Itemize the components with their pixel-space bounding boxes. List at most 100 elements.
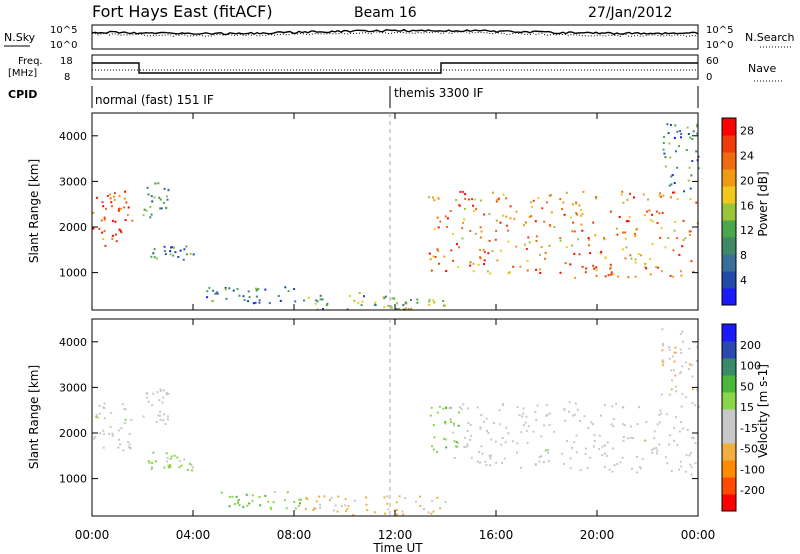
power-data-cell (118, 228, 121, 231)
power-data-cell (667, 132, 670, 135)
velocity-data-cell (466, 445, 469, 448)
velocity-y-axis: 1000 2000 3000 4000 (59, 336, 698, 486)
velocity-data-cell (431, 445, 433, 448)
freq-right-tick-top: 60 (706, 56, 719, 67)
velocity-data-cell (501, 403, 504, 405)
power-data-cell (255, 289, 258, 292)
power-data-cell (647, 198, 649, 201)
power-data-cell (539, 253, 541, 256)
power-x-ticks (91, 113, 699, 310)
power-data-cell (686, 126, 689, 129)
velocity-data-cell (627, 437, 629, 440)
velocity-data-cell (631, 467, 633, 470)
velocity-data-cell (337, 495, 340, 498)
power-data-cell (523, 224, 525, 227)
velocity-data-cell (183, 458, 186, 461)
power-data-cell (483, 263, 485, 266)
velocity-data-cell (460, 407, 463, 410)
power-data-cell (537, 197, 540, 200)
power-data-cell (479, 236, 482, 239)
power-data-cell (671, 174, 674, 177)
velocity-data-cell (524, 421, 527, 424)
power-data-cell (615, 227, 618, 230)
power-data-cell (459, 190, 462, 193)
velocity-data-cell (522, 412, 525, 415)
velocity-data-cell (604, 452, 606, 455)
power-data-cell (287, 290, 290, 293)
power-data-cell (676, 130, 679, 133)
power-colorbar-swatch (722, 186, 736, 204)
power-data-cell (326, 302, 329, 305)
power-data-cell (648, 209, 651, 212)
velocity-data-cell (561, 452, 564, 455)
velocity-data-cell (656, 423, 659, 426)
power-data-cell (616, 233, 619, 236)
velocity-colorbar-swatch (722, 494, 736, 512)
cpid-mode-1: normal (fast) 151 IF (95, 93, 214, 107)
velocity-data-cell (258, 496, 261, 499)
power-data-cell (690, 260, 693, 263)
noise-left-tick-top: 10^5 (50, 25, 77, 36)
noise-sky-line (91, 28, 699, 36)
power-data-cell (544, 251, 547, 254)
power-data-cell (505, 197, 508, 200)
velocity-data-cell (94, 435, 97, 438)
velocity-data-cell (458, 411, 460, 414)
velocity-data-cell (579, 420, 581, 422)
power-data-cell (512, 265, 515, 268)
power-data-cell (159, 207, 162, 210)
velocity-data-cell (228, 495, 231, 498)
power-data-cell (151, 200, 154, 203)
velocity-data-cell (674, 346, 677, 349)
velocity-data-cell (431, 499, 434, 502)
beam-title: Beam 16 (354, 5, 417, 21)
velocity-data-cell (122, 449, 125, 452)
velocity-data-cell (267, 500, 270, 503)
power-data-cell (456, 243, 458, 246)
power-data-cell (173, 246, 176, 249)
power-data-cell (610, 271, 613, 274)
velocity-data-cell (398, 495, 401, 498)
velocity-data-cell (463, 436, 466, 439)
power-data-cell (374, 304, 377, 307)
velocity-data-cell (644, 439, 647, 442)
power-data-cell (540, 246, 543, 249)
power-data-cell (169, 250, 172, 253)
velocity-data-cell (283, 499, 286, 502)
power-data-cell (692, 130, 695, 133)
power-data-cell (627, 276, 630, 279)
velocity-data-cell (493, 422, 496, 425)
power-data-cell (575, 202, 578, 205)
power-data-cell (509, 217, 512, 220)
velocity-data-cell (162, 419, 165, 422)
velocity-y-tick-label: 2000 (59, 427, 87, 440)
power-data-cell (535, 240, 538, 242)
velocity-data-cell (503, 457, 506, 460)
velocity-data-cell (604, 444, 606, 447)
power-data-cell (664, 156, 667, 159)
power-data-cell (549, 225, 552, 228)
velocity-data-cell (538, 460, 541, 463)
power-data-cell (315, 299, 318, 302)
power-data-cell (117, 209, 120, 212)
power-data-cell (662, 194, 665, 197)
power-data-cell (319, 298, 322, 301)
power-colorbar-swatch (722, 118, 736, 136)
power-data-cell (429, 258, 432, 261)
power-data-cell (150, 213, 153, 216)
velocity-data-cell (629, 436, 632, 439)
power-colorbar-swatch (722, 169, 736, 187)
velocity-data-cell (485, 429, 488, 432)
power-data-cell (595, 196, 597, 198)
power-data-cell (487, 252, 490, 255)
velocity-data-cell (111, 432, 114, 435)
power-colorbar-swatch (722, 220, 736, 238)
velocity-data-cell (121, 403, 124, 406)
power-data-cell (676, 166, 679, 169)
velocity-data-cell (604, 465, 606, 468)
power-data-cell (530, 205, 533, 208)
velocity-data-cell (402, 513, 405, 516)
velocity-data-cell (611, 470, 614, 473)
velocity-data-cell (305, 496, 308, 499)
power-data-cell (627, 220, 630, 223)
